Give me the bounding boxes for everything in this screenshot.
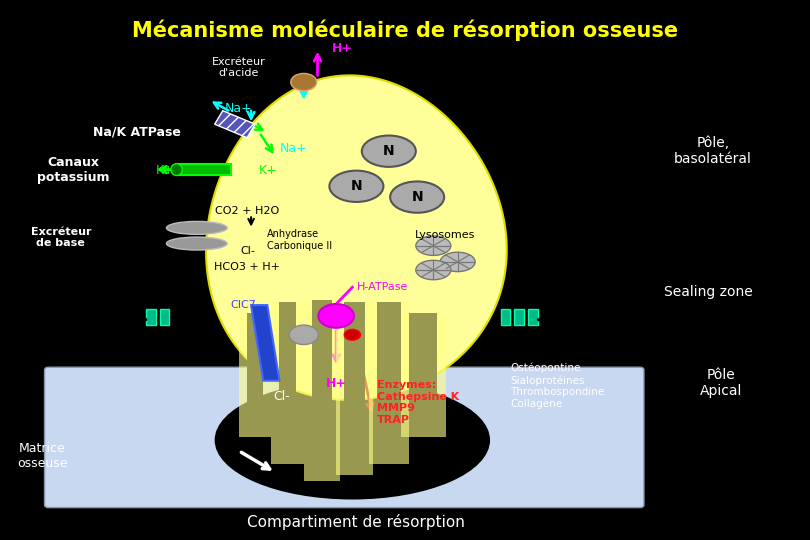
Text: H+: H+ xyxy=(326,377,347,390)
Text: N: N xyxy=(411,190,423,204)
Text: Lysosomes: Lysosomes xyxy=(416,230,475,240)
Ellipse shape xyxy=(167,237,227,250)
Text: K+: K+ xyxy=(259,164,278,177)
Polygon shape xyxy=(401,313,446,437)
Text: Cl-: Cl- xyxy=(144,240,159,249)
Text: Excréteur
de base: Excréteur de base xyxy=(31,227,91,248)
Text: Sealing zone: Sealing zone xyxy=(664,285,753,299)
Polygon shape xyxy=(247,313,263,443)
Ellipse shape xyxy=(291,73,317,91)
Ellipse shape xyxy=(362,136,416,167)
Polygon shape xyxy=(369,302,409,464)
Text: Enzymes:
Cathepsine K
MMP9
TRAP: Enzymes: Cathepsine K MMP9 TRAP xyxy=(377,380,459,424)
Ellipse shape xyxy=(440,252,475,272)
Text: Pôle,
basolatéral: Pôle, basolatéral xyxy=(674,136,752,166)
Polygon shape xyxy=(304,300,340,481)
Polygon shape xyxy=(336,302,373,475)
Ellipse shape xyxy=(171,164,182,176)
Text: Na/K ATPase: Na/K ATPase xyxy=(93,126,181,139)
Polygon shape xyxy=(312,300,332,486)
Polygon shape xyxy=(146,309,156,325)
Circle shape xyxy=(289,325,318,345)
Text: H-ATPase: H-ATPase xyxy=(356,282,407,292)
Ellipse shape xyxy=(167,221,227,234)
Text: HCO3 + H+: HCO3 + H+ xyxy=(214,262,280,272)
Text: Cl-: Cl- xyxy=(241,246,255,256)
Ellipse shape xyxy=(416,260,451,280)
Polygon shape xyxy=(271,302,304,464)
Polygon shape xyxy=(215,111,255,138)
Polygon shape xyxy=(279,302,296,470)
Text: Ostéopontine
Sialoprotéines
Thrombospondine
Collagène: Ostéopontine Sialoprotéines Thrombospond… xyxy=(510,363,604,409)
Polygon shape xyxy=(501,309,510,325)
Text: N: N xyxy=(351,179,362,193)
Text: Cl-: Cl- xyxy=(274,390,290,403)
Ellipse shape xyxy=(416,236,451,255)
Ellipse shape xyxy=(215,381,490,500)
Text: H+: H+ xyxy=(332,42,353,55)
Text: Matrice
osseuse: Matrice osseuse xyxy=(17,442,67,470)
Ellipse shape xyxy=(390,181,444,213)
FancyBboxPatch shape xyxy=(45,367,644,508)
Polygon shape xyxy=(177,164,231,175)
Text: Canaux
potassium: Canaux potassium xyxy=(36,156,109,184)
Polygon shape xyxy=(239,313,271,437)
Text: Excréteur
d'acide: Excréteur d'acide xyxy=(212,57,266,78)
Text: Na+: Na+ xyxy=(225,102,253,114)
Polygon shape xyxy=(409,313,437,443)
Text: K+: K+ xyxy=(156,164,174,177)
Polygon shape xyxy=(377,302,401,470)
Text: N: N xyxy=(383,144,394,158)
Text: Pôle
Apical: Pôle Apical xyxy=(700,368,742,399)
Text: HCO3: HCO3 xyxy=(127,225,159,234)
Polygon shape xyxy=(514,309,524,325)
Text: Anhydrase
Carbonique II: Anhydrase Carbonique II xyxy=(267,230,332,251)
Text: CO2 + H2O: CO2 + H2O xyxy=(215,206,279,215)
Ellipse shape xyxy=(330,171,383,202)
Text: Mécanisme moléculaire de résorption osseuse: Mécanisme moléculaire de résorption osse… xyxy=(132,20,678,42)
Text: CIC7: CIC7 xyxy=(230,300,256,310)
Text: Na+: Na+ xyxy=(279,142,307,155)
Circle shape xyxy=(318,304,354,328)
Polygon shape xyxy=(160,309,169,325)
Polygon shape xyxy=(206,76,507,400)
Polygon shape xyxy=(344,302,364,481)
Text: Compartiment de résorption: Compartiment de résorption xyxy=(248,514,465,530)
Circle shape xyxy=(344,329,360,340)
Polygon shape xyxy=(528,309,538,325)
Polygon shape xyxy=(251,305,279,381)
